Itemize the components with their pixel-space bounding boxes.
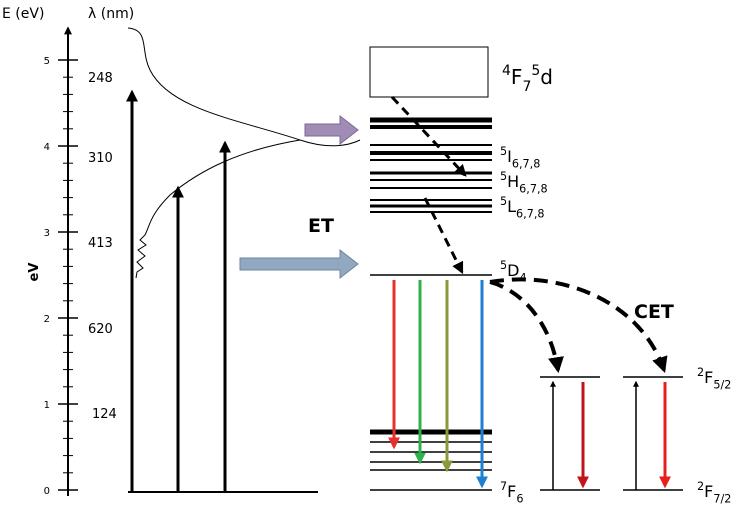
y-tick-label: 2 [44,314,50,325]
absorption-curve [127,27,361,279]
y-tick-label: 5 [44,56,50,67]
transfer-arrow [304,114,359,146]
level-label: 2F5/2 [697,366,731,392]
level-label-part: 2 [697,480,704,493]
wavelength-tick: 124 [92,407,117,422]
wavelength-axis-label: λ (nm) [88,6,134,22]
relaxation-arrow [423,197,464,275]
transfer-arrow [239,248,359,280]
level-label-part: 5 [500,145,507,158]
level-label-part: 6 [516,493,523,506]
level-label-part: I [507,147,512,166]
level-label: 5I6,7,8 [500,145,540,171]
level-label-part: 4 [519,272,526,285]
cet-arrow [489,280,564,374]
level-label-part: 6,7,8 [512,158,540,171]
wavelength-tick: 310 [88,151,113,166]
level-label: 2F7/2 [697,480,731,506]
level-label-part: H [507,172,519,191]
level-label-part: F [511,65,523,89]
level-label-part: 2 [697,366,704,379]
level-label: 5D4 [500,259,527,285]
level-label: 4F75d [502,63,553,95]
level-label-part: d [540,65,553,89]
y-tick-label: 0 [44,486,50,497]
level-label-part: 7 [500,480,507,493]
relaxation-arrow [390,95,467,177]
y-tick-label: 4 [44,142,50,153]
level-label-part: F [704,368,713,387]
level-label-part: 5/2 [713,379,731,392]
level-label-part: 5 [500,170,507,183]
level-label-part: 4 [502,63,511,79]
level-label: 5H6,7,8 [500,170,548,196]
wavelength-tick: 620 [88,322,113,337]
level-label-part: 6,7,8 [519,183,547,196]
level-label-part: 7/2 [713,493,731,506]
level-box [369,46,489,98]
et-label: ET [308,215,334,237]
level-label-part: 6,7,8 [516,208,544,221]
unit-label: eV [27,263,42,282]
level-label-part: F [507,482,516,501]
level-label-part: 5 [531,63,540,79]
wavelength-tick: 248 [88,71,113,86]
level-label-part: F [704,482,713,501]
level-label-part: 5 [500,195,507,208]
level-label: 7F6 [500,480,523,506]
level-label-part: D [507,261,519,280]
level-label-part: 7 [522,79,531,95]
level-label: 5L6,7,8 [500,195,545,221]
wavelength-tick: 413 [88,236,113,251]
cet-label: CET [634,301,674,323]
level-label-part: L [507,197,516,216]
cet-arrow [489,277,668,374]
y-tick-label: 3 [44,228,50,239]
y-tick-label: 1 [44,400,50,411]
energy-axis-label: E (eV) [2,6,44,22]
level-label-part: 5 [500,259,507,272]
